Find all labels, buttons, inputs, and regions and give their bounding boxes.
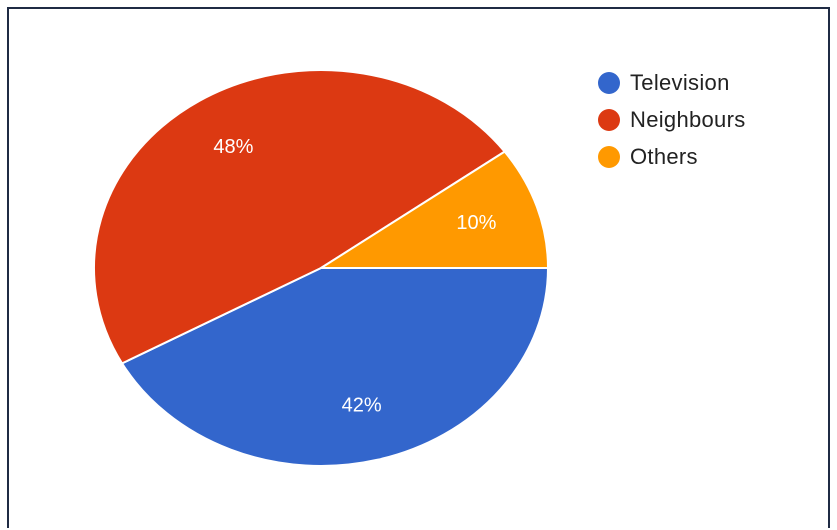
- legend-item-neighbours: Neighbours: [598, 101, 746, 138]
- pie-data-label-television: 42%: [342, 394, 382, 416]
- pie-data-label-others: 10%: [456, 212, 496, 234]
- legend-swatch-television: [598, 71, 620, 94]
- chart-legend: Television Neighbours Others: [598, 64, 746, 175]
- legend-label-television: Television: [630, 69, 730, 95]
- chart-frame: 42% 48% 10% Television Neighbours Others: [7, 7, 830, 528]
- legend-item-others: Others: [598, 138, 746, 175]
- legend-swatch-others: [598, 145, 620, 168]
- pie-data-label-neighbours: 48%: [213, 136, 253, 158]
- pie-chart: 42% 48% 10%: [93, 69, 550, 467]
- legend-label-others: Others: [630, 143, 698, 169]
- legend-swatch-neighbours: [598, 108, 620, 131]
- legend-label-neighbours: Neighbours: [630, 106, 746, 132]
- pie-slice-neighbours: [93, 69, 507, 365]
- pie-slice-television: [120, 267, 550, 467]
- legend-item-television: Television: [598, 64, 746, 101]
- pie-slice-others: [317, 150, 550, 269]
